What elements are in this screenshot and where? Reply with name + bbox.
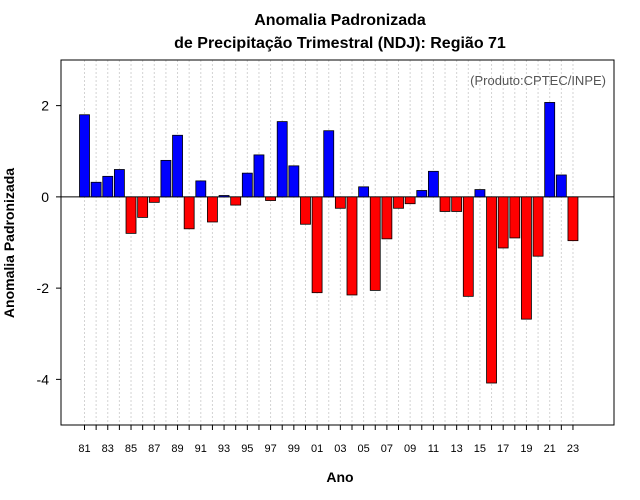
x-tick-label: 83	[102, 443, 114, 455]
x-tick-label: 19	[520, 443, 532, 455]
y-tick-label: -2	[37, 280, 50, 296]
x-tick-label: 93	[218, 443, 230, 455]
y-tick-label: -4	[37, 371, 50, 387]
bar-15	[474, 189, 486, 198]
bar-20	[532, 196, 544, 257]
y-axis-label: Anomalia Padronizada	[1, 168, 17, 318]
x-tick-label: 95	[241, 443, 253, 455]
bar-97	[265, 196, 276, 201]
x-tick-label: 89	[171, 443, 183, 455]
bar-82	[90, 181, 102, 198]
x-tick-label: 97	[264, 443, 276, 455]
y-tick-label: 0	[41, 189, 49, 205]
x-tick-label: 11	[428, 443, 439, 455]
x-tick-label: 85	[125, 443, 137, 455]
bar-95	[241, 172, 253, 198]
bar-21	[544, 102, 556, 198]
bar-87	[148, 196, 160, 203]
y-axis: -4 -2 0 2	[37, 98, 61, 387]
bar-02	[323, 130, 335, 198]
bar-83	[102, 175, 114, 198]
x-tick-label: 91	[195, 443, 207, 455]
bar-84	[113, 169, 125, 198]
bar-14	[462, 196, 474, 297]
bar-06	[369, 196, 381, 291]
x-tick-label: 15	[474, 443, 486, 455]
x-tick-label: 21	[544, 443, 556, 455]
chart-subtitle: de Precipitação Trimestral (NDJ): Região…	[174, 35, 506, 52]
bar-09	[404, 196, 416, 205]
bar-03	[334, 196, 346, 209]
bar-13	[451, 196, 463, 212]
x-tick-label: 13	[451, 443, 463, 455]
chart-title: Anomalia Padronizada	[254, 12, 426, 29]
bar-18	[509, 196, 521, 239]
x-tick-label: 07	[381, 443, 393, 455]
bar-12	[439, 196, 451, 212]
bar-90	[183, 196, 195, 230]
bar-92	[207, 196, 218, 223]
x-tick-label: 05	[357, 443, 369, 455]
x-tick-label: 01	[311, 443, 323, 455]
bar-22	[555, 174, 567, 198]
x-tick-label: 81	[78, 443, 90, 455]
bar-23	[567, 196, 579, 242]
bar-93	[218, 195, 230, 198]
x-tick-label: 23	[567, 443, 579, 455]
bar-88	[160, 159, 172, 198]
bar-08	[393, 196, 404, 209]
grid	[84, 60, 574, 425]
x-tick-label: 17	[497, 443, 509, 455]
bar-81	[79, 114, 90, 198]
x-tick-label: 87	[148, 443, 160, 455]
bar-01	[311, 196, 323, 294]
bar-85	[125, 196, 137, 234]
bar-04	[346, 196, 358, 296]
y-tick-label: 2	[41, 98, 49, 114]
bar-00	[300, 196, 311, 225]
bar-89	[172, 134, 183, 198]
bar-05	[358, 186, 370, 198]
bar-86	[137, 196, 149, 218]
bar-91	[195, 180, 207, 198]
x-tick-label: 09	[404, 443, 416, 455]
x-axis: 81 83 85 87 89 91 93 95 97 99 01 03 05 07 09 11 13 15 17 19…	[78, 425, 579, 455]
bar-94	[230, 196, 242, 206]
source-note: (Produto:CPTEC/INPE)	[470, 73, 606, 88]
bars	[79, 102, 579, 384]
x-tick-label: 99	[288, 443, 300, 455]
bar-17	[497, 196, 509, 249]
bar-16	[486, 196, 497, 384]
bar-96	[253, 154, 265, 198]
bar-19	[521, 196, 532, 320]
bar-98	[276, 121, 288, 198]
x-tick-label: 03	[334, 443, 346, 455]
bar-11	[427, 170, 439, 198]
x-axis-label: Ano	[326, 469, 353, 485]
bar-10	[416, 190, 428, 198]
bar-99	[288, 165, 300, 198]
plot-frame	[60, 59, 615, 426]
bar-07	[381, 196, 393, 240]
